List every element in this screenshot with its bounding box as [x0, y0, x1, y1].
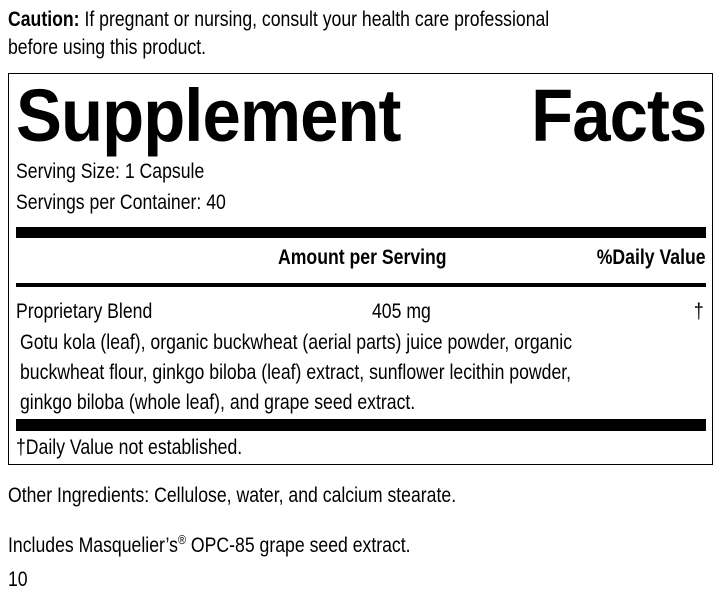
thick-divider — [16, 419, 706, 431]
header-amount: Amount per Serving — [278, 246, 447, 269]
blend-line: buckwheat flour, ginkgo biloba (leaf) ex… — [20, 361, 572, 384]
serving-size: Serving Size: 1 Capsule — [16, 160, 205, 183]
panel-title: Supplement Facts — [16, 74, 707, 157]
caution-text: If pregnant or nursing, consult your hea… — [84, 8, 550, 31]
includes-prefix: Includes Masquelier’s — [8, 534, 178, 557]
title-word-2: Facts — [530, 74, 707, 157]
caution-line-2: before using this product. — [8, 36, 207, 59]
supplement-facts-panel — [8, 73, 713, 465]
includes-suffix: OPC-85 grape seed extract. — [186, 534, 411, 557]
registered-mark: ® — [177, 532, 187, 547]
footnote: †Daily Value not established. — [16, 436, 243, 459]
thick-divider — [16, 227, 706, 238]
servings-per-container: Servings per Container: 40 — [16, 191, 226, 214]
header-daily-value: %Daily Value — [597, 246, 706, 269]
row-name: Proprietary Blend — [16, 300, 153, 323]
row-amount: 405 mg — [372, 300, 431, 323]
caution-label: Caution: — [8, 8, 80, 31]
title-word-1: Supplement — [16, 74, 401, 157]
thin-divider — [16, 283, 706, 287]
caution-line-1: Caution: If pregnant or nursing, consult… — [8, 8, 549, 32]
other-ingredients: Other Ingredients: Cellulose, water, and… — [8, 484, 457, 507]
includes-line: Includes Masquelier’s® OPC-85 grape seed… — [8, 528, 411, 558]
row-dv: † — [694, 300, 704, 323]
blend-line: Gotu kola (leaf), organic buckwheat (aer… — [20, 331, 573, 354]
page-number: 10 — [8, 568, 28, 591]
blend-line: ginkgo biloba (whole leaf), and grape se… — [20, 391, 416, 414]
